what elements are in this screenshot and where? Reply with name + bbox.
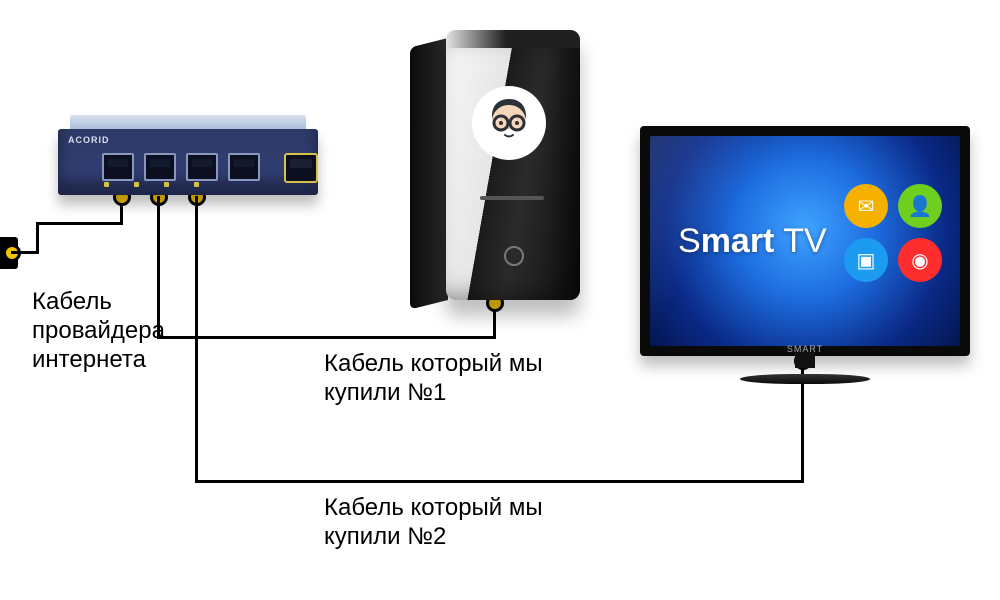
cable-isp-seg <box>36 222 39 254</box>
router-brand: ACORID <box>68 135 110 145</box>
label-isp: Кабель провайдера интернета <box>32 288 165 374</box>
lan-port <box>228 153 260 181</box>
tv-app-grid: ✉ 👤 ▣ ◉ <box>844 184 942 282</box>
mail-icon: ✉ <box>844 184 888 228</box>
cable1-seg <box>157 336 496 339</box>
cable2-seg <box>195 196 198 482</box>
cable2-seg <box>195 480 804 483</box>
tv-logo: Smart TV <box>678 222 827 261</box>
chat-icon: ▣ <box>844 238 888 282</box>
power-button-icon <box>504 246 524 266</box>
lan-port <box>186 153 218 181</box>
lan-port <box>144 153 176 181</box>
lan-port <box>102 153 134 181</box>
record-icon: ◉ <box>898 238 942 282</box>
cable-isp-seg <box>36 222 122 225</box>
person-icon: 👤 <box>898 184 942 228</box>
diagram-canvas: ACORID <box>0 0 1000 600</box>
network-switch: ACORID <box>58 115 318 195</box>
label-cable2: Кабель который мы купили №2 <box>324 494 543 552</box>
smart-tv: Smart TV ✉ 👤 ▣ ◉ SMART <box>640 126 970 356</box>
label-cable1: Кабель который мы купили №1 <box>324 350 543 408</box>
pc-tower <box>410 30 580 300</box>
cable-isp-seg <box>11 251 38 254</box>
tv-stand <box>740 358 870 384</box>
wan-port <box>284 153 318 183</box>
avatar-icon <box>472 86 546 160</box>
